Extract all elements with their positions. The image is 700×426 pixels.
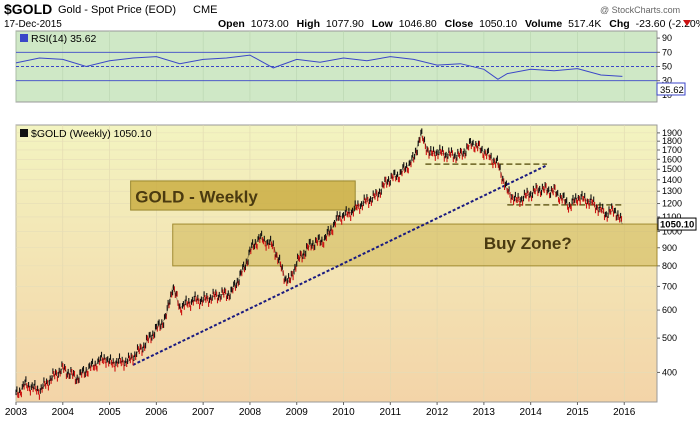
rsi-line — [15, 54, 623, 80]
price-title: $GOLD (Weekly) 1050.10 — [31, 128, 152, 140]
price-ytick-label: 1900 — [662, 128, 682, 138]
price-ytick-label: 1600 — [662, 154, 682, 164]
x-tick-label: 2003 — [5, 407, 28, 418]
x-tick-label: 2009 — [286, 407, 309, 418]
x-tick-label: 2005 — [98, 407, 121, 418]
x-axis: 2003 2004 2005 2006 2007 2008 2009 2010 2011 2012… — [5, 402, 636, 418]
price-ytick-label: 1700 — [662, 145, 682, 155]
rsi-title: RSI(14) 35.62 — [31, 33, 97, 45]
chg-value: -23.60 (-2.20%) — [636, 18, 700, 30]
gold-weekly-box — [130, 180, 356, 211]
price-ytick-label: 700 — [662, 281, 677, 291]
x-tick-label: 2016 — [613, 407, 636, 418]
open-label: Open — [218, 18, 245, 30]
x-tick-label: 2007 — [192, 407, 215, 418]
price-ytick-label: 900 — [662, 243, 677, 253]
price-ytick-label: 1400 — [662, 175, 682, 185]
price-line — [15, 133, 623, 396]
price-ytick-label: 600 — [662, 305, 677, 315]
price-legend-icon — [20, 129, 28, 137]
svg-text:Open 1073.00 High: Open 1073.00 High 1077.90 Low 1046.80 Cl… — [218, 18, 700, 30]
watermark: @ StockCharts.com — [600, 5, 680, 15]
high-label: High — [297, 18, 320, 30]
down-arrow-icon — [683, 20, 691, 26]
x-tick-label: 2012 — [426, 407, 449, 418]
exchange-label: CME — [193, 4, 217, 16]
price-ytick-label: 1300 — [662, 186, 682, 196]
chart-header: $GOLD Gold - Spot Price (EOD) CME 17-Dec… — [4, 1, 700, 30]
rsi-legend-icon — [20, 34, 28, 42]
rsi-panel: 1030507090 35.62 RSI(14) 35.62 — [15, 30, 686, 103]
price-ytick-label: 1500 — [662, 164, 682, 174]
close-label: Close — [445, 18, 474, 30]
price-ytick-label: 800 — [662, 261, 677, 271]
buy-zone-label: Buy Zone? — [484, 234, 572, 253]
price-ytick-label: 1100 — [662, 212, 681, 222]
volume-label: Volume — [525, 18, 562, 30]
x-tick-label: 2010 — [332, 407, 355, 418]
buy-zone-box — [172, 223, 658, 267]
high-value: 1077.90 — [326, 18, 364, 30]
x-tick-label: 2013 — [473, 407, 496, 418]
date-label: 17-Dec-2015 — [4, 19, 62, 30]
rsi-ytick-label: 70 — [662, 47, 672, 57]
volume-value: 517.4K — [568, 18, 601, 30]
chg-label: Chg — [609, 18, 629, 30]
x-tick-label: 2014 — [520, 407, 543, 418]
low-label: Low — [372, 18, 394, 30]
price-last-value: 1050.10 — [660, 220, 694, 231]
price-panel: 400 500 600 700 800 900 1000 1100 1200 1300140015… — [15, 124, 697, 403]
x-tick-label: 2004 — [52, 407, 75, 418]
rsi-last-value: 35.62 — [660, 85, 684, 96]
price-ytick-label: 1800 — [662, 136, 682, 146]
x-tick-label: 2011 — [380, 407, 402, 418]
x-tick-label: 2008 — [239, 407, 262, 418]
instrument-name: Gold - Spot Price (EOD) — [58, 4, 176, 16]
price-panel-bg — [15, 124, 658, 403]
rsi-ytick-label: 90 — [662, 33, 672, 43]
price-ytick-label: 500 — [662, 333, 677, 343]
gold-weekly-label: GOLD - Weekly — [135, 187, 258, 206]
x-tick-label: 2015 — [566, 407, 589, 418]
price-last-badge — [657, 217, 697, 231]
rsi-ytick-label: 50 — [662, 62, 672, 72]
open-value: 1073.00 — [251, 18, 289, 30]
price-ytick-label: 1200 — [662, 199, 682, 209]
price-ytick-label: 400 — [662, 367, 677, 377]
rsi-ytick-label: 30 — [662, 76, 672, 86]
low-value: 1046.80 — [399, 18, 437, 30]
close-value: 1050.10 — [479, 18, 517, 30]
price-ytick-label: 1000 — [662, 227, 682, 237]
rsi-last-badge — [656, 82, 686, 96]
trendline — [132, 164, 548, 366]
symbol-label: $GOLD — [4, 1, 52, 17]
x-tick-label: 2006 — [145, 407, 168, 418]
